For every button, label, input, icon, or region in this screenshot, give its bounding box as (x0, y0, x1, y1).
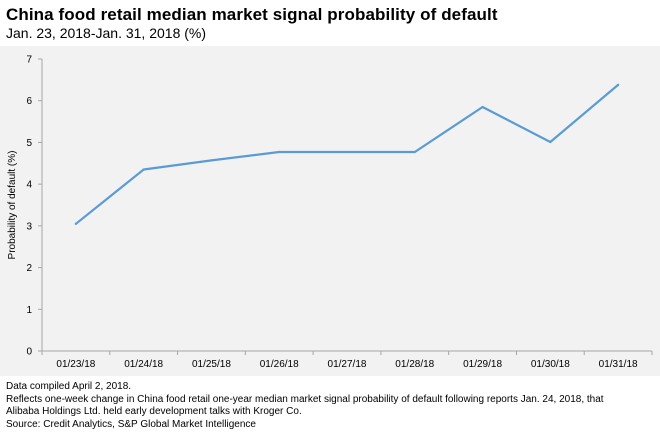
data-point (413, 150, 416, 154)
data-point (74, 222, 77, 225)
y-tick-label: 2 (26, 263, 32, 274)
data-point (345, 150, 349, 154)
note-reflects-line1: Reflects one-week change in China food r… (6, 393, 604, 405)
y-tick-label: 0 (26, 347, 32, 358)
data-point (481, 105, 484, 109)
series-line (74, 83, 620, 225)
note-compiled: Data compiled April 2, 2018. (6, 381, 132, 392)
x-tick-label: 01/23/18 (56, 359, 95, 370)
y-tick-label: 4 (26, 180, 32, 191)
x-tick-label: 01/31/18 (599, 359, 638, 370)
line-chart: 0 1 2 3 4 5 6 7 01/23/18 01/24/18 01/25/18 01/26/18… (7, 55, 653, 370)
data-point (210, 159, 213, 162)
x-tick-label: 01/26/18 (260, 359, 299, 370)
y-tick-label: 3 (26, 221, 32, 232)
x-tick-label: 01/27/18 (328, 359, 367, 370)
chart-title: China food retail median market signal p… (6, 5, 498, 24)
x-tick-label: 01/29/18 (463, 359, 502, 370)
chart-subtitle: Jan. 23, 2018-Jan. 31, 2018 (%) (6, 25, 207, 41)
x-tick-label: 01/28/18 (395, 359, 434, 370)
y-axis-title: Probability of default (%) (7, 151, 18, 260)
note-reflects-line2: Alibaba Holdings Ltd. held early develop… (6, 406, 302, 417)
x-tick-label: 01/25/18 (192, 359, 231, 370)
data-point (142, 168, 145, 171)
y-tick-label: 6 (26, 96, 32, 107)
y-tick-label: 5 (26, 138, 32, 149)
chart-area: 0 1 2 3 4 5 6 7 01/23/18 01/24/18 01/25/18 01/26/18… (0, 46, 660, 376)
y-tick-label: 7 (26, 55, 32, 66)
footnotes: Data compiled April 2, 2018. Reflects on… (6, 381, 656, 431)
note-source: Source: Credit Analytics, S&P Global Mar… (6, 418, 256, 430)
data-point (278, 150, 281, 154)
data-point (617, 83, 620, 86)
y-tick-label: 1 (26, 305, 32, 316)
data-point (549, 140, 552, 144)
x-tick-label: 01/24/18 (124, 359, 163, 370)
x-tick-label: 01/30/18 (531, 359, 570, 370)
